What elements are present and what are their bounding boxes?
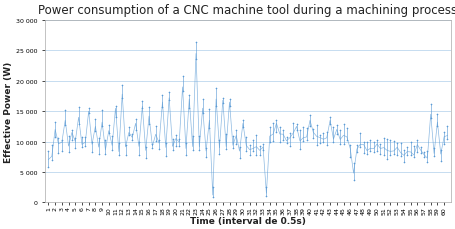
X-axis label: Time (interval de 0.5s): Time (interval de 0.5s) [190,216,306,225]
Y-axis label: Effective Power (W): Effective Power (W) [4,61,13,162]
Title: Power consumption of a CNC machine tool during a machining process: Power consumption of a CNC machine tool … [38,4,455,17]
